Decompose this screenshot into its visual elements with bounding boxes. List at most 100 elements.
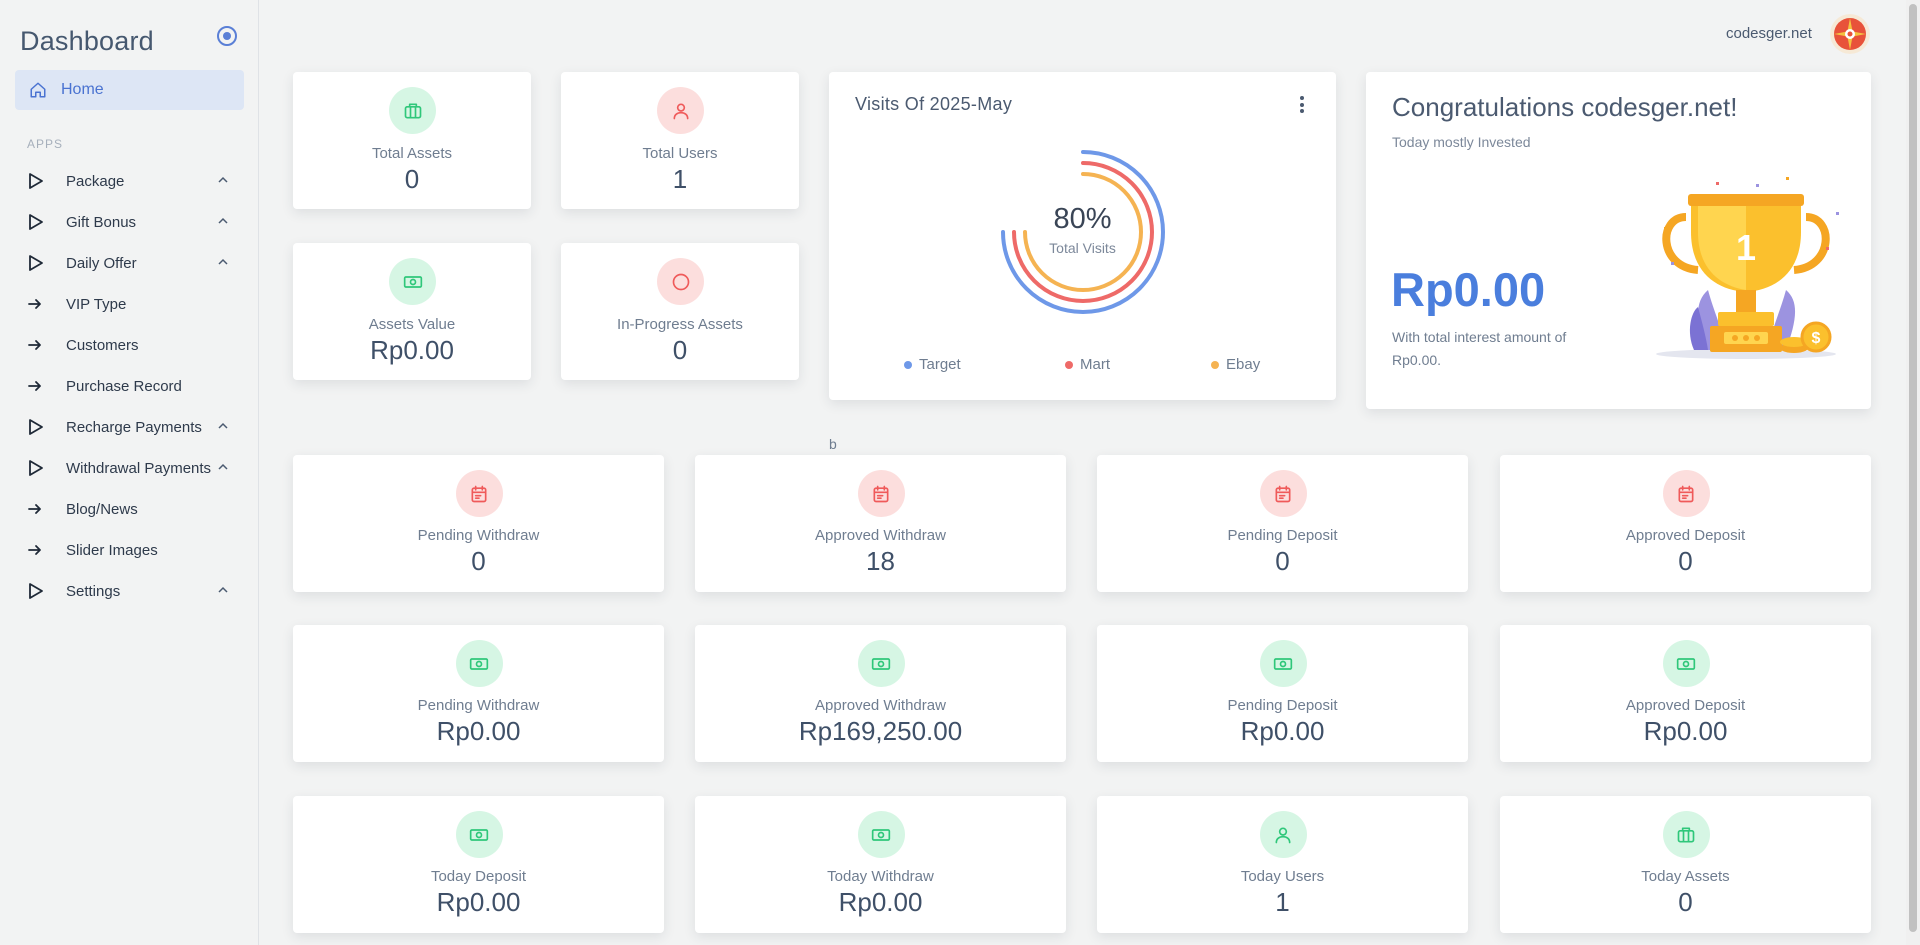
sidebar-item-recharge-payments[interactable]: Recharge Payments (28, 414, 240, 440)
sidebar-item-purchase-record[interactable]: Purchase Record (28, 373, 240, 399)
visits-label: Total Visits (1049, 240, 1116, 256)
stat-card: Pending Withdraw 0 (293, 455, 664, 592)
stat-card: Approved Withdraw Rp169,250.00 (695, 625, 1066, 762)
legend-dot (904, 360, 912, 369)
sidebar-item-vip-type[interactable]: VIP Type (28, 291, 240, 317)
arrow-right-icon (28, 297, 50, 311)
sidebar-item-label: Package (66, 172, 125, 190)
stat-value: Rp169,250.00 (798, 716, 963, 746)
stat-card: Today Users 1 (1097, 796, 1468, 933)
stat-card: Pending Deposit 0 (1097, 455, 1468, 592)
stat-label: Assets Value (368, 316, 456, 333)
stat-label: Pending Withdraw (417, 697, 540, 714)
calendar-icon (455, 470, 503, 517)
congrats-title: Congratulations codesger.net! (1392, 92, 1738, 122)
cash-icon (1259, 640, 1307, 687)
stat-value: Rp0.00 (838, 887, 923, 917)
svg-text:$: $ (1812, 330, 1821, 347)
stat-value: 1 (672, 164, 688, 194)
sidebar-item-daily-offer[interactable]: Daily Offer (28, 250, 240, 276)
sidebar-item-label: Settings (66, 582, 121, 600)
stat-label: Today Assets (1641, 868, 1730, 885)
play-outline-icon (28, 213, 50, 231)
stat-value: 0 (404, 164, 420, 194)
calendar-icon (1259, 470, 1307, 517)
congrats-note: With total interest amount of Rp0.00. (1392, 329, 1567, 368)
chevron-up-icon (218, 586, 228, 593)
sidebar-item-slider-images[interactable]: Slider Images (28, 537, 240, 563)
page-scrollbar[interactable] (1906, 0, 1920, 945)
play-outline-icon (28, 254, 50, 272)
play-outline-icon (28, 582, 50, 600)
sidebar-item-label: Slider Images (66, 541, 158, 559)
arrow-right-icon (28, 379, 50, 393)
scrollbar-thumb[interactable] (1909, 4, 1917, 932)
legend-label: Target (919, 356, 961, 373)
legend-item-mart: Mart (1065, 356, 1110, 373)
stat-label: Today Withdraw (827, 868, 934, 885)
stat-value: 18 (866, 546, 895, 576)
play-outline-icon (28, 418, 50, 436)
user-icon (1259, 811, 1307, 858)
sidebar-item-label: Recharge Payments (66, 418, 202, 436)
sidebar-item-settings[interactable]: Settings (28, 578, 240, 604)
sidebar-item-label: Gift Bonus (66, 213, 137, 231)
visits-percentage: 80% (1053, 203, 1112, 235)
sidebar: Dashboard Home APPS Package Gift Bonus Dai… (0, 0, 259, 945)
legend-item-target: Target (904, 356, 961, 373)
stat-value: Rp0.00 (370, 335, 454, 365)
cash-icon (455, 811, 503, 858)
chevron-up-icon (218, 217, 228, 224)
sidebar-item-label: Daily Offer (66, 254, 137, 272)
trophy-illustration: 1 $ (1656, 177, 1839, 359)
stat-value: Rp0.00 (436, 887, 521, 917)
avatar[interactable] (1830, 14, 1870, 54)
stat-label: Total Assets (371, 145, 453, 162)
stat-card: Total Assets 0 (293, 72, 531, 209)
legend-label: Mart (1080, 356, 1110, 373)
congrats-amount: Rp0.00 (1391, 263, 1546, 316)
chevron-up-icon (218, 258, 228, 265)
sidebar-item-blog-news[interactable]: Blog/News (28, 496, 240, 522)
stat-value: Rp0.00 (1240, 716, 1325, 746)
sidebar-item-withdrawal-payments[interactable]: Withdrawal Payments (28, 455, 240, 481)
calendar-icon (857, 470, 905, 517)
stat-label: Approved Deposit (1625, 697, 1746, 714)
stat-card: Today Assets 0 (1500, 796, 1871, 933)
sidebar-toggle-icon[interactable] (217, 26, 237, 46)
cash-icon (857, 811, 905, 858)
stat-card: Pending Withdraw Rp0.00 (293, 625, 664, 762)
sidebar-item-customers[interactable]: Customers (28, 332, 240, 358)
sidebar-item-home[interactable]: Home (15, 70, 244, 110)
stat-label: Pending Deposit (1227, 697, 1338, 714)
stat-card: Total Users 1 (561, 72, 799, 209)
visits-card: Visits Of 2025-May 80% Total Visits Targ… (829, 72, 1336, 400)
legend-dot (1211, 360, 1219, 369)
stat-value: 0 (1678, 887, 1693, 917)
briefcase-icon (389, 87, 436, 134)
stat-card: Today Deposit Rp0.00 (293, 796, 664, 933)
stat-value: 0 (672, 335, 688, 365)
cash-icon (455, 640, 503, 687)
stat-label: Approved Withdraw (815, 697, 946, 714)
more-options-icon[interactable] (1300, 96, 1304, 116)
sidebar-item-label: Withdrawal Payments (66, 459, 212, 477)
cash-icon (1662, 640, 1710, 687)
stat-card: Pending Deposit Rp0.00 (1097, 625, 1468, 762)
stat-card: Approved Withdraw 18 (695, 455, 1066, 592)
stat-label: Pending Deposit (1227, 527, 1338, 544)
stat-label: Approved Withdraw (815, 527, 946, 544)
sidebar-item-gift-bonus[interactable]: Gift Bonus (28, 209, 240, 235)
trophy-number: 1 (1736, 227, 1756, 268)
sidebar-item-package[interactable]: Package (28, 168, 240, 194)
radial-arc-target (1001, 150, 1165, 314)
stat-value: 0 (1678, 546, 1693, 576)
circle-icon (657, 258, 704, 305)
sidebar-item-label: VIP Type (66, 295, 127, 313)
legend-dot (1065, 360, 1073, 369)
header-username[interactable]: codesger.net (1726, 25, 1812, 42)
play-outline-icon (28, 459, 50, 477)
visits-radial-chart (1001, 150, 1165, 314)
visits-title: Visits Of 2025-May (855, 94, 1013, 114)
chevron-up-icon (218, 176, 228, 183)
